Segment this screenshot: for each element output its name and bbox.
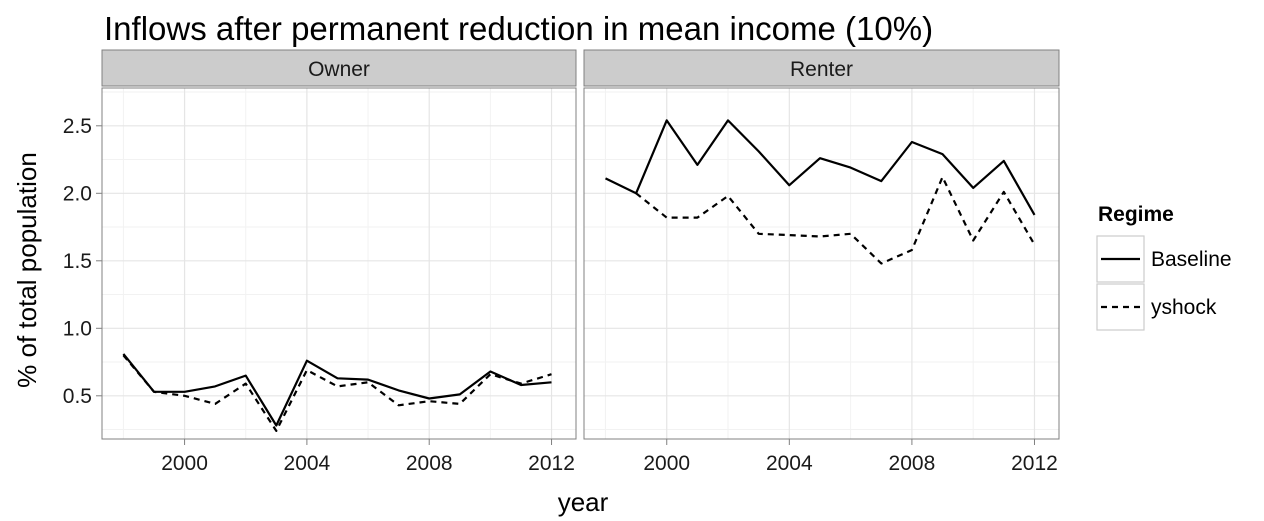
y-tick-label: 2.5 bbox=[63, 115, 92, 138]
chart-title: Inflows after permanent reduction in mea… bbox=[104, 10, 933, 47]
y-axis-title: % of total population bbox=[12, 152, 42, 388]
legend: Regime Baseline yshock bbox=[1096, 203, 1232, 331]
series-line-baseline-renter bbox=[605, 119, 1036, 216]
facet-label-renter: Renter bbox=[790, 58, 853, 81]
y-tick-label: 0.5 bbox=[63, 385, 92, 408]
x-tick-label: 2008 bbox=[406, 452, 453, 475]
panel-background-renter bbox=[584, 88, 1059, 439]
y-tick-label: 1.0 bbox=[63, 317, 92, 340]
legend-item-yshock: yshock bbox=[1096, 283, 1217, 331]
panel-owner: Owner 2000 2004 2008 2012 0.5 1.0 1.5 2.0 2.5 bbox=[63, 49, 577, 475]
facet-strip-owner bbox=[101, 49, 577, 87]
panel-border-renter bbox=[583, 87, 1060, 440]
facet-label-owner: Owner bbox=[308, 58, 370, 81]
x-tick-label: 2008 bbox=[889, 452, 936, 475]
legend-title: Regime bbox=[1098, 203, 1174, 226]
panel-background-owner bbox=[102, 88, 576, 439]
x-tick-label: 2012 bbox=[528, 452, 575, 475]
x-tick-label: 2000 bbox=[161, 452, 208, 475]
series-line-yshock-renter bbox=[635, 176, 1036, 265]
y-tick-label: 1.5 bbox=[63, 250, 92, 273]
panel-border-owner bbox=[101, 87, 577, 440]
legend-item-baseline: Baseline bbox=[1096, 235, 1232, 283]
panel-renter: Renter 2000 2004 2008 2012 bbox=[583, 49, 1060, 475]
x-axis-title: year bbox=[558, 487, 609, 517]
x-tick-label: 2004 bbox=[284, 452, 331, 475]
y-tick-label: 2.0 bbox=[63, 182, 92, 205]
legend-label: Baseline bbox=[1151, 248, 1232, 271]
x-tick-label: 2012 bbox=[1011, 452, 1058, 475]
x-tick-label: 2000 bbox=[643, 452, 690, 475]
x-tick-label: 2004 bbox=[766, 452, 813, 475]
facet-strip-renter bbox=[583, 49, 1060, 87]
series-line-baseline-owner bbox=[122, 353, 552, 427]
legend-label: yshock bbox=[1151, 296, 1217, 319]
series-line-yshock-owner bbox=[122, 354, 552, 432]
